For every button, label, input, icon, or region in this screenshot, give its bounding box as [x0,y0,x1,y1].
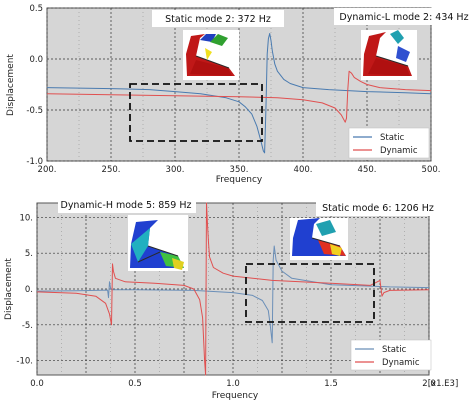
bottom-xlabel: Frequency [212,391,259,401]
top-dynamic-mode-shape-image [361,30,417,80]
top-ytick-label: 0.0 [29,55,43,65]
bottom-annotation-2: Static mode 6: 1206 Hz [322,203,434,214]
bottom-ytick-label: 0. [25,285,33,295]
top-static-mode-shape-image [183,30,239,80]
top-annotation-box-1 [152,10,284,27]
bottom-legend-dynamic-label: Dynamic [382,358,420,368]
bottom-series-dynamic-line [36,202,430,376]
bottom-xtick-label: 0.0 [30,379,44,389]
top-xtick-label: 400. [294,165,313,175]
bottom-tick-labels: 0.0 0.5 1.0 1.5 2.0 -10. -5. 0. 5. 10. [16,213,435,389]
bottom-focus-box [245,263,375,323]
bottom-gridlines [36,203,430,375]
top-series [46,33,432,154]
top-ylabel: Displacement [6,54,16,116]
top-xlabel: Frequency [216,175,263,185]
bottom-static-mode-shape-image [290,218,348,260]
top-xtick-label: 450. [358,165,377,175]
bottom-xtick-label: 1.5 [324,379,338,389]
bottom-series-static-line [36,245,430,344]
top-annotation-box-2 [334,8,474,25]
bottom-xtick-label: 0.5 [128,379,142,389]
bottom-ylabel: Displacement [4,258,14,320]
bottom-legend: Static Dynamic [350,339,432,371]
top-annotation-2: Dynamic-L mode 2: 434 Hz [339,12,468,23]
top-chart: 200. 250. 300. 350. 400. 450. 500. -1.0 -0.5 0.0 0… [6,4,474,185]
top-ytick-label: -0.5 [26,106,43,116]
bottom-dynamic-mode-shape-image [128,215,188,271]
bottom-ytick-label: -5. [22,321,33,331]
bottom-ytick-label: 10. [19,213,33,223]
top-ytick-label: -1.0 [26,157,43,167]
bottom-xtick-label: 1.0 [226,379,240,389]
top-series-dynamic-line [46,70,432,123]
top-focus-box [129,83,263,142]
top-xtick-label: 350. [230,165,249,175]
top-xtick-label: 300. [166,165,185,175]
top-legend-dynamic-label: Dynamic [380,146,418,156]
top-legend-static-label: Static [380,133,405,143]
bottom-chart: 0.0 0.5 1.0 1.5 2.0 -10. -5. 0. 5. 10. Displaceme… [4,196,458,401]
bottom-annotation-box-2 [316,199,442,216]
bottom-annotation-1: Dynamic-H mode 5: 859 Hz [61,200,192,211]
top-tick-labels: 200. 250. 300. 350. 400. 450. 500. -1.0 -0.5 0.0 0… [26,4,440,175]
bottom-legend-static-label: Static [382,345,407,355]
top-ytick-label: 0.5 [29,4,43,14]
top-annotation-1: Static mode 2: 372 Hz [165,14,271,25]
top-series-static-line [46,33,432,154]
bottom-annotation-box-1 [58,196,196,213]
bottom-ytick-label: -10. [16,357,33,367]
top-xtick-label: 500. [422,165,441,175]
top-xtick-label: 200. [38,165,57,175]
bottom-series [36,202,430,376]
top-xtick-label: 250. [102,165,121,175]
bottom-ytick-label: 5. [25,249,33,259]
bottom-x-multiplier: [x1.E3] [428,379,459,389]
bottom-xtick-label: 2.0 [422,379,436,389]
top-legend: Static Dynamic [348,127,430,159]
